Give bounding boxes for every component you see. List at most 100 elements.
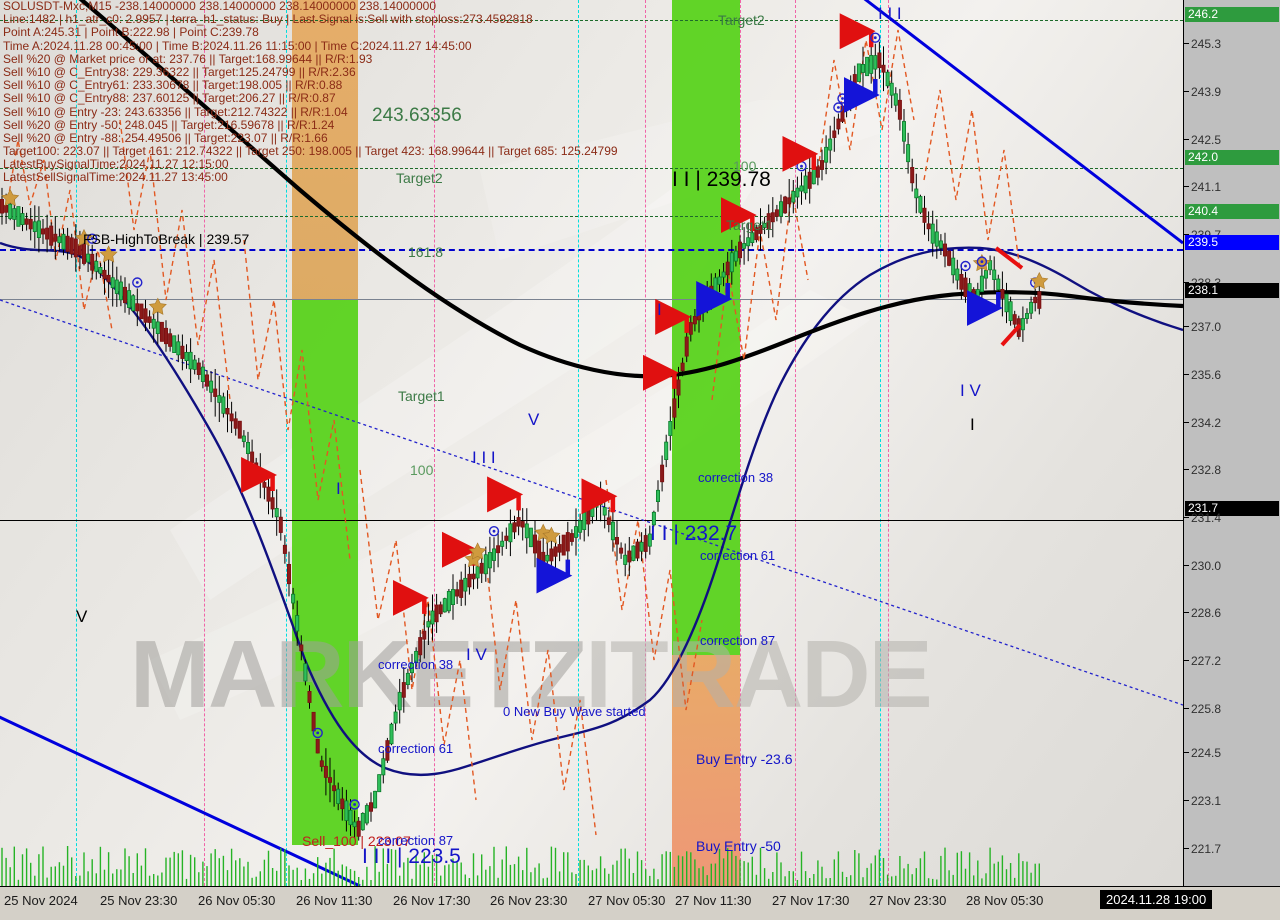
price-tick: 225.8 bbox=[1184, 702, 1280, 716]
time-tick: 27 Nov 17:30 bbox=[772, 893, 850, 908]
time-tick: 27 Nov 05:30 bbox=[588, 893, 666, 908]
header-line: Line:1482 | h1_atr_c0: 2.9957 | terra_h1… bbox=[3, 12, 533, 27]
buy-zone-band-lower bbox=[672, 655, 740, 886]
chart-label: 100 bbox=[410, 462, 434, 478]
gridline-vertical bbox=[204, 0, 205, 886]
time-tick: 28 Nov 05:30 bbox=[966, 893, 1044, 908]
chart-label: 100 bbox=[733, 158, 757, 174]
header-line: Sell %10 @ Entry -23: 243.63356 || Targe… bbox=[3, 104, 348, 119]
time-axis[interactable]: 2024.11.28 19:00 25 Nov 2024 25 Nov 23:30… bbox=[0, 886, 1280, 920]
header-line: Sell %20 @ Entry -50: 248.045 || Target:… bbox=[3, 117, 335, 132]
header-line: Sell %10 @ C_Entry88: 237.60125 || Targe… bbox=[3, 91, 336, 106]
chart-background bbox=[0, 0, 1183, 886]
price-level-badge: 239.5 bbox=[1185, 234, 1279, 250]
chart-label: Target1 bbox=[726, 217, 773, 233]
chart-label: Buy Entry -23.6 bbox=[696, 751, 793, 767]
level-line-246 bbox=[0, 20, 1183, 21]
price-tick: 234.2 bbox=[1184, 416, 1280, 430]
chart-vector-overlay bbox=[0, 0, 1183, 886]
price-tick: 241.1 bbox=[1184, 180, 1280, 194]
price-tick: 221.7 bbox=[1184, 842, 1280, 856]
chart-label: I I I bbox=[472, 448, 496, 467]
chart-label: 243.63356 bbox=[372, 105, 462, 126]
chart-label: Target2 bbox=[718, 12, 765, 28]
chart-label: I I I | 223.5 bbox=[362, 845, 461, 868]
gridline-vertical bbox=[76, 0, 77, 886]
chart-label: correction 87 bbox=[378, 833, 454, 848]
chart-label: correction 38 bbox=[378, 657, 454, 672]
chart-label: I bbox=[970, 415, 975, 434]
level-line-240 bbox=[0, 216, 1183, 217]
level-line-238-1 bbox=[0, 299, 1183, 300]
time-tick: 26 Nov 11:30 bbox=[296, 893, 373, 908]
gridline-vertical bbox=[578, 0, 579, 886]
level-line-242-upper bbox=[0, 168, 1183, 169]
gridline-vertical bbox=[740, 0, 741, 886]
gridline-vertical bbox=[286, 0, 287, 886]
chart-label: I bbox=[657, 300, 662, 319]
header-line: LatestBuySignalTime:2024.11.27 12:15:00 bbox=[3, 157, 229, 172]
price-tick: 232.8 bbox=[1184, 463, 1280, 477]
gridline-vertical bbox=[645, 0, 646, 886]
price-tick: 242.5 bbox=[1184, 133, 1280, 147]
header-line: Time A:2024.11.28 00:45:00 | Time B:2024… bbox=[3, 38, 472, 53]
time-tick: 26 Nov 23:30 bbox=[490, 893, 568, 908]
sell-zone-band-lower bbox=[292, 300, 358, 845]
chart-header-info: SOLUSDT-Mxc,M15 -238.14000000 238.140000… bbox=[3, 0, 618, 185]
header-line: Sell %20 @ Entry -88: 254.49506 || Targe… bbox=[3, 130, 328, 145]
time-tick: 27 Nov 11:30 bbox=[675, 893, 752, 908]
header-line: Sell %10 @ C_Entry61: 233.30678 || Targe… bbox=[3, 78, 343, 93]
price-tick: 223.1 bbox=[1184, 794, 1280, 808]
price-tick: 245.3 bbox=[1184, 37, 1280, 51]
current-time-badge: 2024.11.28 19:00 bbox=[1100, 890, 1213, 909]
chart-label: I I | 239.78 bbox=[672, 168, 771, 191]
price-tick: 237.0 bbox=[1184, 320, 1280, 334]
price-level-badge: 242.0 bbox=[1185, 149, 1279, 165]
time-tick: 25 Nov 2024 bbox=[4, 893, 78, 908]
chart-label: 161.8 bbox=[408, 244, 444, 260]
chart-label: V bbox=[528, 410, 540, 429]
chart-label: correction 61 bbox=[700, 548, 776, 563]
price-level-badge: 246.2 bbox=[1185, 6, 1279, 22]
level-line-231-7 bbox=[0, 520, 1183, 521]
price-tick: 231.4 bbox=[1184, 511, 1280, 525]
price-tick: 228.6 bbox=[1184, 606, 1280, 620]
price-axis[interactable]: 246.2245.3243.9242.5242.0241.1240.4239.7… bbox=[1183, 0, 1280, 886]
gridline-vertical bbox=[434, 0, 435, 886]
chart-label: correction 87 bbox=[700, 633, 776, 648]
chart-label: Target2 bbox=[396, 170, 443, 186]
chart-label: 0 New Buy Wave started bbox=[503, 704, 646, 719]
symbol-line: SOLUSDT-Mxc,M15 -238.14000000 238.140000… bbox=[3, 0, 437, 13]
gridline-vertical bbox=[880, 0, 881, 886]
gridline-vertical bbox=[795, 0, 796, 886]
chart-label: Sell_100 | 223.07 bbox=[302, 833, 411, 849]
chart-label: correction 38 bbox=[698, 470, 774, 485]
chart-label: FSB-HighToBreak | 239.57 bbox=[83, 231, 250, 247]
header-line: Point A:245.31 | Point B:222.98 | Point … bbox=[3, 25, 259, 40]
chart-label: V bbox=[76, 607, 88, 626]
header-line: Sell %20 @ Market price or at: 237.76 ||… bbox=[3, 51, 373, 66]
price-level-badge: 238.1 bbox=[1185, 282, 1279, 298]
chart-label: I V bbox=[466, 645, 487, 664]
chart-label: I V bbox=[960, 381, 981, 400]
price-tick: 230.0 bbox=[1184, 559, 1280, 573]
time-tick: 26 Nov 17:30 bbox=[393, 893, 471, 908]
watermark-text: MARKETZITRADE bbox=[130, 621, 933, 728]
level-line-239-5 bbox=[0, 249, 1183, 251]
gridline-vertical bbox=[888, 0, 889, 886]
time-tick: 26 Nov 05:30 bbox=[198, 893, 276, 908]
price-tick: 235.6 bbox=[1184, 368, 1280, 382]
price-tick: 224.5 bbox=[1184, 746, 1280, 760]
chart-label: correction 61 bbox=[378, 741, 454, 756]
chart-label: I I I bbox=[878, 4, 902, 23]
price-tick: 227.2 bbox=[1184, 654, 1280, 668]
price-level-badge: 240.4 bbox=[1185, 204, 1279, 220]
chart-label: Buy Entry -50 bbox=[696, 838, 781, 854]
chart-plot-area[interactable]: MARKETZITRADE bbox=[0, 0, 1183, 886]
chart-label: Target1 bbox=[398, 388, 445, 404]
price-tick: 243.9 bbox=[1184, 85, 1280, 99]
time-tick: 25 Nov 23:30 bbox=[100, 893, 178, 908]
header-line: LatestSellSignalTime:2024.11.27 13:45:00 bbox=[3, 170, 228, 185]
chart-label: I I | 232.7 bbox=[650, 522, 738, 545]
